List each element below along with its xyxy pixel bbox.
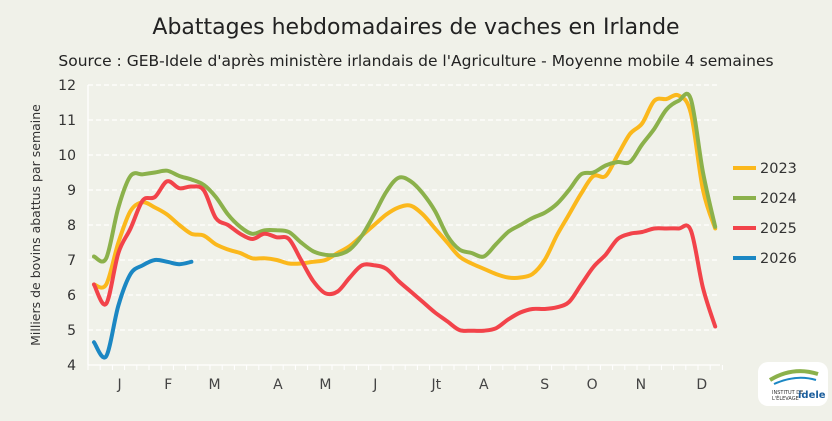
chart-title: Abattages hebdomadaires de vaches en Irl…: [152, 15, 679, 40]
y-tick-label: 8: [67, 218, 76, 234]
legend-label: 2025: [760, 221, 797, 237]
svg-text:idele: idele: [798, 390, 826, 401]
x-tick-label: Jt: [430, 377, 441, 393]
x-tick-label: A: [273, 377, 283, 393]
series-line-2024: [92, 91, 718, 264]
x-tick-label: J: [372, 377, 377, 393]
x-tick-label: J: [117, 377, 122, 393]
y-tick-label: 7: [67, 253, 76, 269]
y-tick-label: 12: [58, 78, 76, 94]
svg-text:INSTITUT DE: INSTITUT DE: [772, 390, 803, 396]
x-tick-label: N: [636, 377, 646, 393]
x-tick-label: S: [540, 377, 549, 393]
x-tick-label: M: [209, 377, 221, 393]
x-tick-label: D: [696, 377, 707, 393]
legend-label: 2024: [760, 191, 797, 207]
legend-label: 2023: [760, 161, 797, 177]
y-tick-label: 5: [67, 323, 76, 339]
series-line-2026: [92, 257, 194, 360]
x-tick-label: F: [164, 377, 172, 393]
y-tick-label: 11: [58, 113, 76, 129]
series-line-2025: [92, 179, 718, 333]
y-tick-label: 9: [67, 183, 76, 199]
series-line-2023: [92, 92, 718, 290]
chart-subtitle: Source : GEB-Idele d'après ministère irl…: [58, 52, 773, 70]
y-tick-label: 4: [67, 358, 76, 374]
x-tick-label: M: [319, 377, 331, 393]
svg-text:L'ÉLEVAGE: L'ÉLEVAGE: [772, 394, 799, 402]
idele-logo: INSTITUT DE L'ÉLEVAGE idele: [758, 362, 828, 406]
y-axis-label: Milliers de bovins abattus par semaine: [28, 104, 43, 346]
y-tick-label: 10: [58, 148, 76, 164]
x-tick-label: A: [479, 377, 489, 393]
legend-label: 2026: [760, 251, 797, 267]
y-tick-label: 6: [67, 288, 76, 304]
x-tick-label: O: [587, 377, 598, 393]
